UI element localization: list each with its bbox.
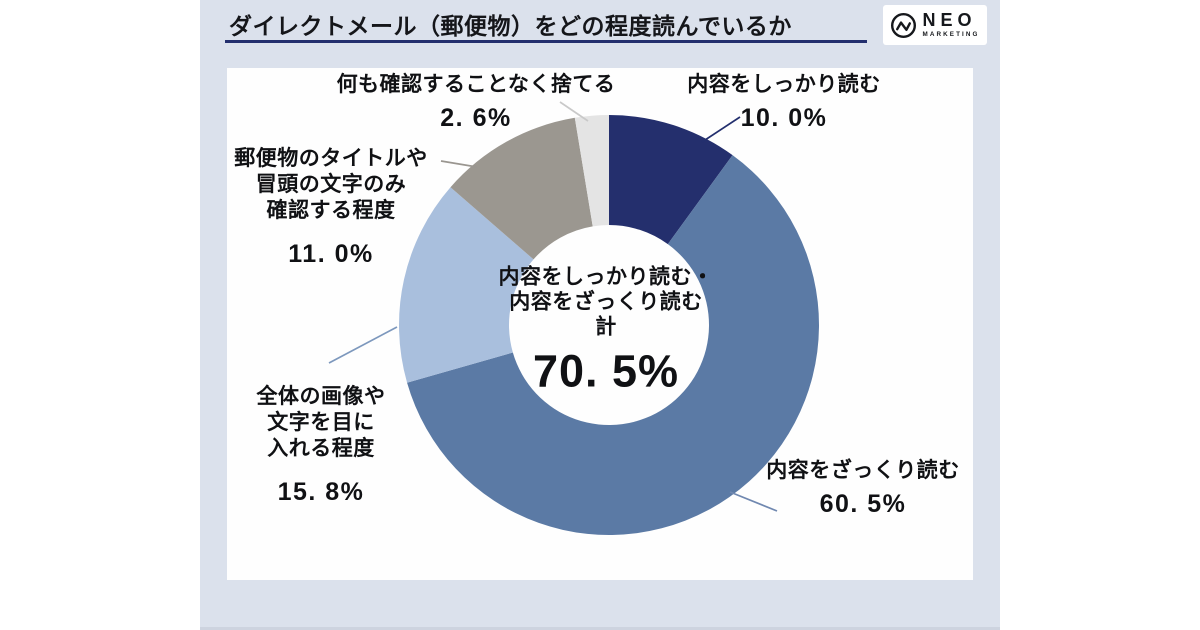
page-title: ダイレクトメール（郵便物）をどの程度読んでいるか <box>229 13 792 39</box>
logo-subtitle: MARKETING <box>922 31 980 39</box>
callout-check-title-only-value: 11. 0% <box>288 240 374 268</box>
neo-marketing-logo: NEO MARKETING <box>883 5 987 45</box>
callout-glance-images: 全体の画像や 文字を目に 入れる程度 15. 8% <box>257 384 386 507</box>
donut-center-text: 内容をしっかり読む・ 内容をざっくり読む 計 <box>498 265 714 339</box>
callout-read-roughly: 内容をざっくり読む 60. 5% <box>766 458 960 519</box>
donut-center-value: 70. 5% <box>532 345 680 397</box>
callout-read-roughly-value: 60. 5% <box>819 490 907 518</box>
logo-text: NEO MARKETING <box>922 11 979 38</box>
callout-discard-unchecked-value: 2. 6% <box>440 104 512 132</box>
callout-check-title-only-label: 郵便物のタイトルや 冒頭の文字のみ 確認する程度 <box>234 147 428 222</box>
callout-read-thoroughly-label: 内容をしっかり読む <box>687 73 881 96</box>
callout-read-roughly-label: 内容をざっくり読む <box>766 459 960 482</box>
callout-read-thoroughly: 内容をしっかり読む 10. 0% <box>687 72 881 133</box>
logo-wave-icon <box>891 12 917 38</box>
donut-center-label: 内容をしっかり読む・ 内容をざっくり読む 計 70. 5% <box>476 265 736 398</box>
callout-discard-unchecked: 何も確認することなく捨てる 2. 6% <box>337 72 616 133</box>
title-underline <box>225 40 867 43</box>
callout-discard-unchecked-label: 何も確認することなく捨てる <box>336 73 616 96</box>
callout-glance-images-value: 15. 8% <box>277 478 365 506</box>
callout-read-thoroughly-value: 10. 0% <box>740 104 828 132</box>
callout-glance-images-label: 全体の画像や 文字を目に 入れる程度 <box>256 385 386 460</box>
logo-name: NEO <box>922 10 977 31</box>
callout-check-title-only: 郵便物のタイトルや 冒頭の文字のみ 確認する程度 11. 0% <box>234 146 428 269</box>
